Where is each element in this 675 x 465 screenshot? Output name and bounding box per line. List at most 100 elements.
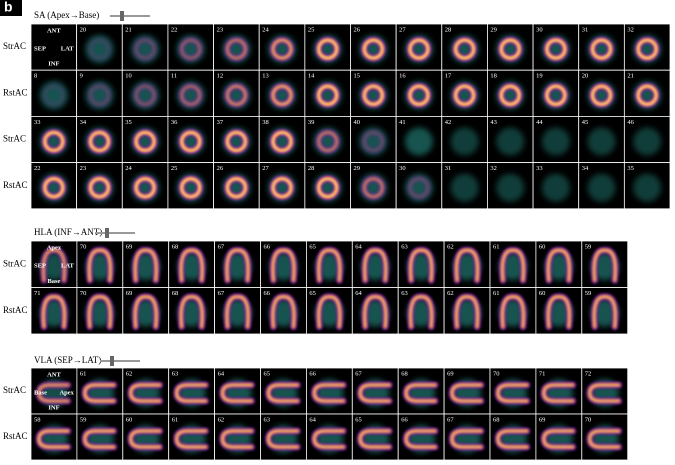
orientation-label: LAT: [61, 263, 75, 270]
image-cell: 24: [121, 162, 169, 210]
wall-high: [455, 249, 479, 281]
image-cell: 43: [487, 116, 534, 164]
tissue-glow: [496, 173, 525, 202]
slice-number: 63: [264, 416, 271, 423]
image-cell: 68: [168, 240, 215, 288]
slice-number: 64: [355, 243, 362, 250]
wall-high: [317, 39, 338, 59]
slice-number: 71: [539, 370, 546, 377]
image-cell: 60: [122, 413, 170, 461]
wall-high: [181, 39, 201, 59]
slice-number: 28: [308, 165, 315, 172]
image-cell: 64: [351, 240, 399, 288]
slice-number: 26: [354, 26, 361, 33]
row-label: StrAC: [3, 258, 26, 268]
wall-high: [44, 131, 64, 152]
wall-mid: [88, 84, 111, 107]
wall-high: [364, 296, 387, 328]
wall-high: [588, 384, 620, 402]
wall-high: [546, 39, 566, 59]
slice-number: 64: [309, 416, 316, 423]
orientation-label: Apex: [59, 389, 74, 396]
wall-high: [42, 296, 66, 328]
slice-number: 69: [447, 370, 454, 377]
slice-number: 39: [308, 119, 315, 126]
slice-number: 70: [585, 416, 592, 423]
image-cell: 70: [76, 240, 124, 288]
slice-number: 66: [264, 290, 271, 297]
slice-number: 70: [493, 370, 500, 377]
image-cell: 65: [305, 240, 353, 288]
tissue-glow: [633, 173, 662, 202]
image-cell: 29: [487, 23, 534, 71]
orientation-label: ANT: [47, 371, 61, 378]
image-cell: 30: [532, 23, 580, 71]
slice-number: 24: [125, 165, 132, 172]
wall-high: [500, 39, 520, 59]
wall-high: [181, 177, 201, 198]
slice-number: 72: [585, 370, 592, 377]
image-cell: 62: [122, 367, 170, 415]
wall-high: [454, 39, 475, 59]
image-cell: 37: [213, 116, 260, 164]
slice-number: 15: [354, 73, 361, 80]
slice-number: 60: [539, 290, 546, 297]
image-cell: 60: [535, 287, 583, 335]
image-cell: 23: [76, 162, 123, 210]
wall-high: [547, 296, 571, 328]
tissue-glow: [541, 173, 570, 202]
image-cell: 9: [76, 69, 123, 117]
tissue-glow: [587, 173, 616, 202]
wall-high: [272, 296, 295, 328]
image-cell: 68: [168, 287, 215, 335]
slice-number: 45: [582, 119, 589, 126]
image-cell: 33: [532, 162, 580, 210]
cell-frame: [30, 23, 78, 71]
image-cell: 59: [581, 287, 629, 335]
image-cell: 70: [76, 287, 124, 335]
slice-number: 61: [80, 370, 87, 377]
wall-high: [226, 131, 247, 152]
row-label: RstAC: [3, 305, 28, 315]
slice-number: 67: [447, 416, 454, 423]
wall-high: [405, 384, 436, 402]
slice-number: 61: [172, 416, 179, 423]
slice-number: 33: [536, 165, 543, 172]
image-cell: 68: [397, 367, 445, 415]
image-cell: 67: [351, 367, 399, 415]
wall-high: [175, 384, 207, 402]
wall-high: [135, 177, 155, 198]
slice-number: 58: [34, 416, 41, 423]
orientation-label: LAT: [61, 46, 75, 53]
wall-high: [88, 249, 112, 281]
row-label: RstAC: [3, 431, 28, 441]
slice-number: 24: [262, 26, 269, 33]
image-cell: 28: [304, 162, 351, 210]
row-label: RstAC: [3, 87, 28, 97]
wall-high: [454, 85, 475, 106]
slice-number: 69: [126, 243, 133, 250]
slice-number: 37: [217, 119, 224, 126]
tissue-glow: [496, 127, 525, 156]
slice-number: 8: [34, 73, 37, 80]
image-cell: 71: [535, 367, 583, 415]
row-label: StrAC: [3, 41, 26, 51]
image-cell: 41: [395, 116, 443, 164]
slider-thumb: [110, 356, 114, 366]
image-cell: 71: [30, 287, 78, 335]
wall-high: [359, 384, 390, 402]
wall-high: [221, 384, 253, 402]
wall-high: [129, 384, 161, 402]
label-box: [0, 0, 22, 16]
image-cell: 34: [578, 162, 625, 210]
image-cell: 21: [121, 23, 169, 71]
slider-thumb: [105, 228, 109, 238]
slice-number: 20: [582, 73, 589, 80]
image-cell: 63: [168, 367, 215, 415]
slice-number: 10: [125, 73, 131, 80]
slice-number: 64: [218, 370, 225, 377]
slice-number: 25: [308, 26, 315, 33]
image-cell: 13: [258, 69, 306, 117]
wall-high: [272, 131, 292, 152]
